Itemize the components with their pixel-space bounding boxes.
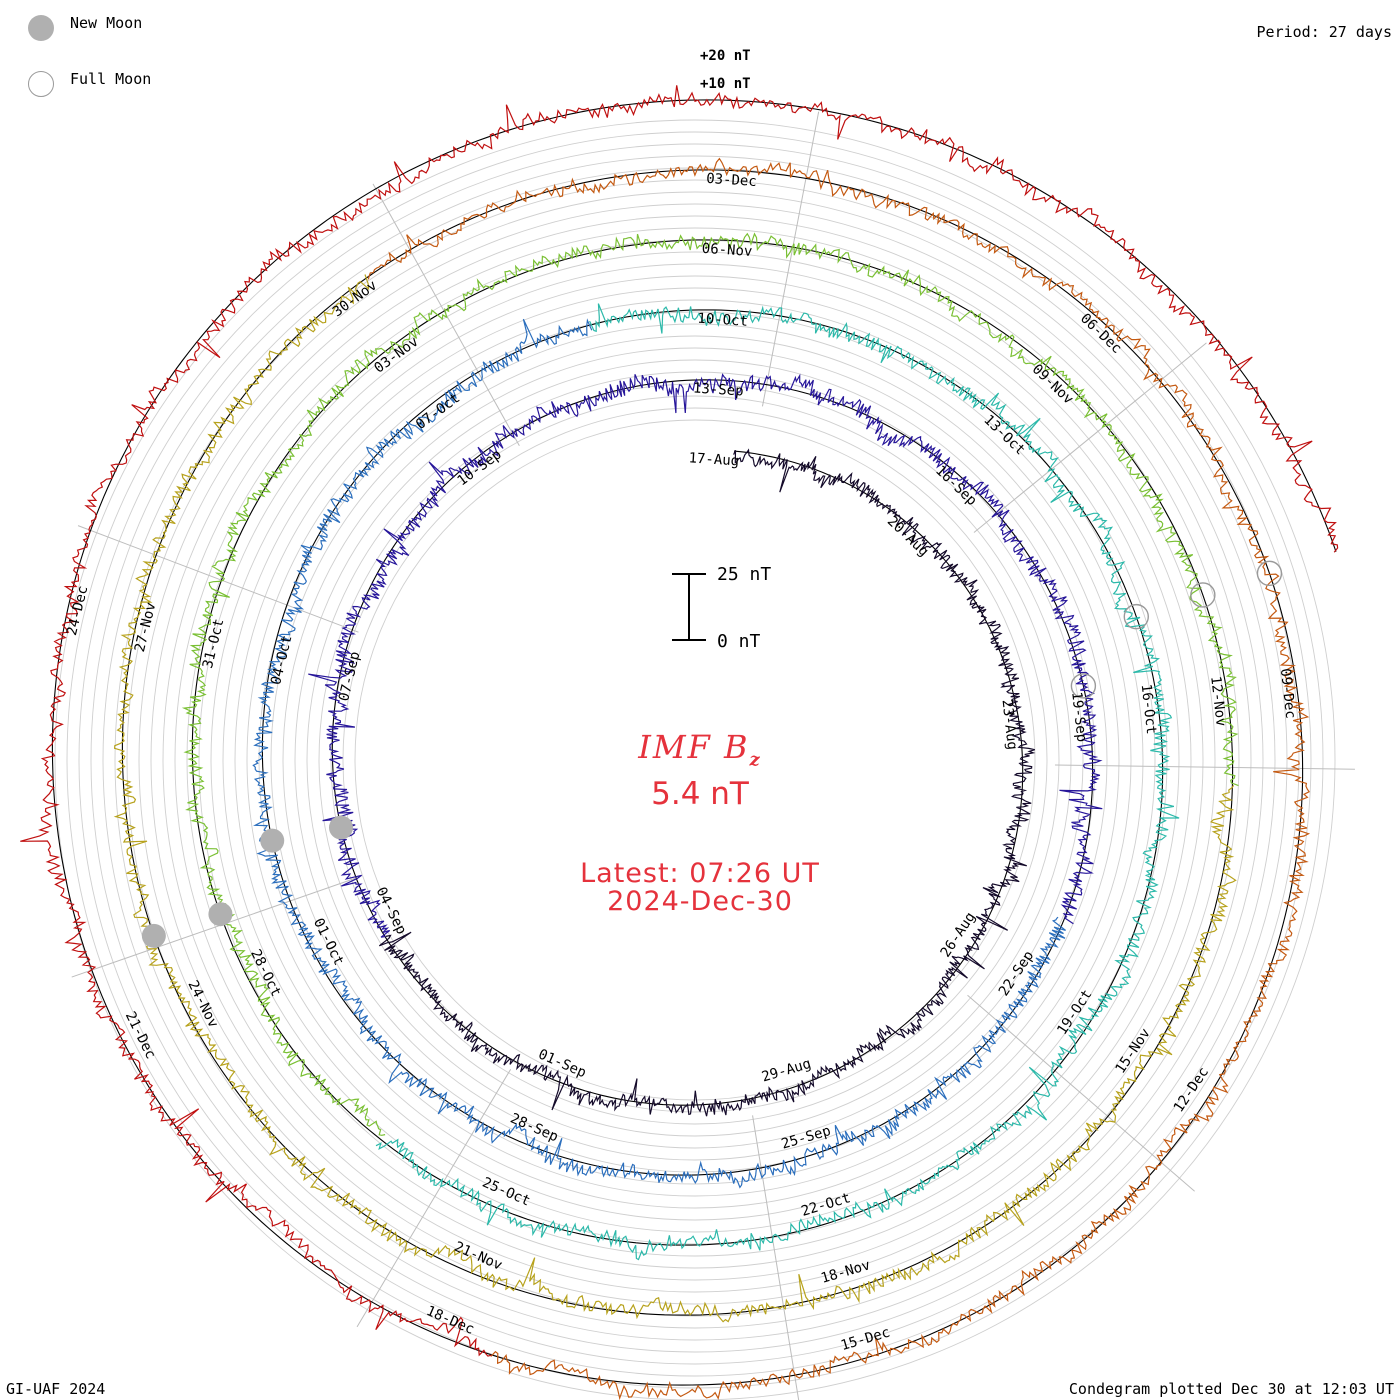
date-label: 07-Oct <box>413 390 463 433</box>
date-label: 09-Dec <box>1277 668 1299 720</box>
date-label: 03-Dec <box>706 171 757 190</box>
grid-ring <box>114 179 1276 1341</box>
spoke-line <box>967 994 1195 1192</box>
grid-ring <box>282 347 1108 1173</box>
full-moon-icon <box>28 71 54 97</box>
full-moon-marker <box>1123 603 1149 630</box>
baseline-spiral-path <box>51 99 1337 1386</box>
chart-title-subscript: z <box>749 749 762 771</box>
spoke-line <box>356 1068 512 1328</box>
date-label: 19-Sep <box>1068 691 1090 743</box>
grid-ring <box>138 203 1252 1317</box>
date-label: 29-Aug <box>760 1056 813 1086</box>
full-moon-marker <box>1190 582 1216 608</box>
new-moon-marker <box>328 815 353 840</box>
date-label: 15-Nov <box>1113 1026 1154 1077</box>
latest-date: 2024-Dec-30 <box>607 886 793 917</box>
scale-bar <box>672 573 706 641</box>
rotation-spokes <box>71 111 1355 1400</box>
grid-ring <box>78 143 1312 1377</box>
grid-ring <box>150 215 1240 1305</box>
grid-ring <box>90 155 1300 1365</box>
latest-time: Latest: 07:26 UT <box>580 858 820 889</box>
grid-ring <box>186 251 1204 1269</box>
grid-ring <box>246 311 1144 1209</box>
plotted-label: Condegram plotted Dec 30 at 12:03 UT <box>1068 1380 1394 1398</box>
date-label: 01-Oct <box>310 916 347 968</box>
new-moon-marker <box>208 902 233 927</box>
date-label: 06-Dec <box>1077 311 1125 357</box>
date-label: 12-Nov <box>1207 675 1229 727</box>
spoke-line <box>761 111 820 407</box>
full-moon-marker <box>1256 560 1283 587</box>
grid-ring <box>270 335 1120 1185</box>
grid-ring <box>54 119 1336 1400</box>
date-label: 03-Nov <box>371 334 421 377</box>
full-moon-label: Full Moon <box>70 70 152 88</box>
spoke-line <box>77 525 359 633</box>
date-label: 16-Oct <box>1138 683 1160 735</box>
series-line-8 <box>20 85 1339 1357</box>
scale-bar-bottom-label: 0 nT <box>717 631 761 652</box>
series-line-4 <box>375 303 1180 1261</box>
series-line-6 <box>113 274 1237 1323</box>
grid-ring <box>102 167 1288 1353</box>
full-moon-marker <box>1070 673 1097 699</box>
grid-ring <box>234 299 1156 1221</box>
date-label: 17-Aug <box>688 450 739 469</box>
date-label: 21-Nov <box>452 1239 505 1274</box>
spoke-line <box>973 342 1207 533</box>
series-line-7 <box>367 157 1311 1400</box>
scale-label-plus20: +20 nT <box>700 48 751 64</box>
grid-ring <box>66 131 1324 1389</box>
spoke-line <box>71 877 356 978</box>
scale-bar-top-label: 25 nT <box>717 564 772 585</box>
grid-ring <box>198 263 1192 1257</box>
new-moon-icon <box>28 15 54 41</box>
series-line-1 <box>378 448 1036 1117</box>
chart-title-quantity: IMF B <box>638 728 750 766</box>
new-moon-marker <box>141 923 166 948</box>
latest-value: 5.4 nT <box>651 776 749 812</box>
grid-ring <box>126 191 1264 1329</box>
series-line-5 <box>181 232 1239 1136</box>
spoke-line <box>1054 764 1355 770</box>
moon-markers <box>141 560 1283 948</box>
date-label: 24-Dec <box>64 584 91 637</box>
date-label: 10-Oct <box>697 311 748 330</box>
date-label: 10-Sep <box>455 446 505 489</box>
new-moon-label: New Moon <box>70 14 143 32</box>
grid-ring <box>342 407 1048 1113</box>
series-line-3 <box>252 318 1066 1189</box>
date-label: 06-Nov <box>701 241 752 260</box>
date-label: 13-Sep <box>693 380 744 399</box>
scale-label-plus10: +10 nT <box>700 76 751 92</box>
baseline-spiral <box>51 99 1337 1386</box>
grid-ring <box>306 371 1084 1149</box>
credit-label: GI-UAF 2024 <box>6 1380 106 1398</box>
chart-title: IMF Bz <box>0 728 1400 770</box>
date-label: 23-Aug <box>999 699 1021 751</box>
grid-ring <box>210 275 1180 1245</box>
series-line-2 <box>308 373 1103 938</box>
date-label: 26-Aug <box>938 909 979 960</box>
ring-grid <box>54 119 1336 1400</box>
date-label: 31-Oct <box>200 617 227 670</box>
new-moon-marker <box>260 828 285 853</box>
grid-ring <box>162 227 1228 1293</box>
date-label: 25-Sep <box>780 1123 833 1153</box>
spoke-line <box>752 1115 800 1400</box>
bz-series <box>20 85 1339 1400</box>
date-label: 12-Dec <box>1171 1064 1212 1115</box>
date-label: 15-Dec <box>839 1324 892 1354</box>
date-label: 30-Nov <box>330 277 380 320</box>
period-label: Period: 27 days <box>1256 23 1392 41</box>
